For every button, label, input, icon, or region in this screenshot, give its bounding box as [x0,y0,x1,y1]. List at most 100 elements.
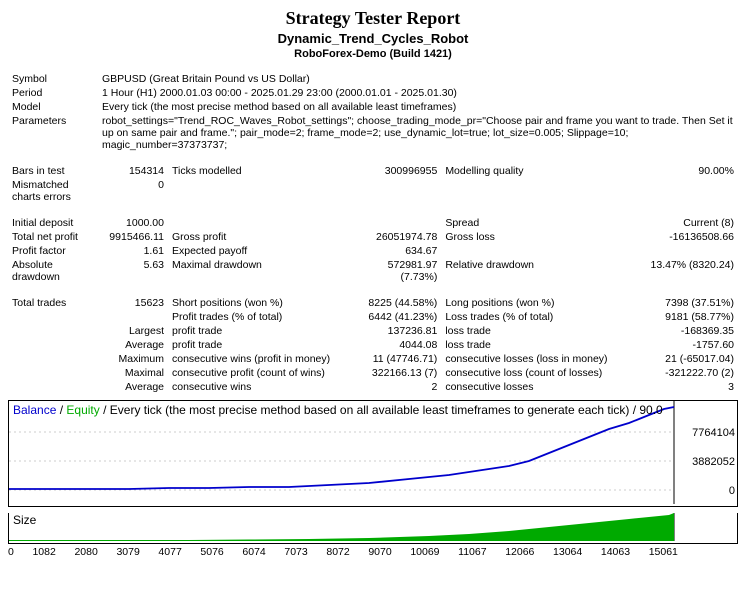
long-positions-label: Long positions (won %) [441,296,628,310]
spread-value: Current (8) [628,216,738,230]
x-label: 4077 [158,546,181,558]
legend-balance: Balance [13,403,56,417]
size-chart-svg [9,513,737,541]
x-label: 13064 [553,546,582,558]
x-label: 15061 [649,546,678,558]
symbol-value: GBPUSD (Great Britain Pound vs US Dollar… [98,72,738,86]
long-positions-value: 7398 (37.51%) [628,296,738,310]
short-positions-label: Short positions (won %) [168,296,351,310]
gross-loss-label: Gross loss [441,230,628,244]
largest-loss-trade-value: -168369.35 [628,324,738,338]
max-drawdown-label: Maximal drawdown [168,258,351,284]
max-consec-losses-label: consecutive losses (loss in money) [441,352,628,366]
balance-line [9,407,674,489]
avg-consec-wins-value: 2 [351,380,441,394]
abs-drawdown-label: Absolute drawdown [8,258,98,284]
modelling-quality-label: Modelling quality [441,164,628,178]
total-trades-value: 15623 [98,296,168,310]
profit-trades-value: 6442 (41.23%) [351,310,441,324]
average-loss-trade-label: loss trade [441,338,628,352]
avg-consec-label: Average [98,380,168,394]
total-net-profit-label: Total net profit [8,230,98,244]
expected-payoff-label: Expected payoff [168,244,351,258]
max-drawdown-value: 572981.97 (7.73%) [351,258,441,284]
avg-consec-losses-value: 3 [628,380,738,394]
modelling-quality-value: 90.00% [628,164,738,178]
x-label: 12066 [505,546,534,558]
size-area [9,513,674,541]
expected-payoff-value: 634.67 [351,244,441,258]
gross-profit-value: 26051974.78 [351,230,441,244]
mismatched-value: 0 [98,178,168,204]
x-label: 3079 [116,546,139,558]
size-chart: Size [8,513,738,544]
maximum-label: Maximum [98,352,168,366]
short-positions-value: 8225 (44.58%) [351,296,441,310]
x-label: 0 [8,546,14,558]
mismatched-label: Mismatched charts errors [8,178,98,204]
loss-trades-value: 9181 (58.77%) [628,310,738,324]
initial-deposit-label: Initial deposit [8,216,98,230]
max-consec-profit-label: consecutive profit (count of wins) [168,366,351,380]
loss-trades-label: Loss trades (% of total) [441,310,628,324]
average-loss-trade-value: -1757.60 [628,338,738,352]
rel-drawdown-value: 13.47% (8320.24) [628,258,738,284]
max-consec-wins-value: 11 (47746.71) [351,352,441,366]
profit-factor-label: Profit factor [8,244,98,258]
largest-loss-trade-label: loss trade [441,324,628,338]
abs-drawdown-value: 5.63 [98,258,168,284]
total-net-profit-value: 9915466.11 [98,230,168,244]
average-profit-trade-value: 4044.08 [351,338,441,352]
largest-label: Largest [98,324,168,338]
x-label: 5076 [200,546,223,558]
avg-consec-wins-label: consecutive wins [168,380,351,394]
max-consec-loss-label: consecutive loss (count of losses) [441,366,628,380]
page-title: Strategy Tester Report [8,8,738,29]
bars-in-test-label: Bars in test [8,164,98,178]
balance-chart: Balance / Equity / Every tick (the most … [8,400,738,507]
period-label: Period [8,86,98,100]
legend-tail: Every tick (the most precise method base… [110,403,663,417]
profit-factor-value: 1.61 [98,244,168,258]
x-axis-labels: 0 1082 2080 3079 4077 5076 6074 7073 807… [8,546,678,558]
spread-label: Spread [441,216,628,230]
average-profit-trade-label: profit trade [168,338,351,352]
server-info: RoboForex-Demo (Build 1421) [8,48,738,60]
report-table: Symbol GBPUSD (Great Britain Pound vs US… [8,72,738,394]
x-label: 2080 [74,546,97,558]
gross-loss-value: -16136508.66 [628,230,738,244]
x-label: 1082 [32,546,55,558]
max-consec-loss-value: -321222.70 (2) [628,366,738,380]
ticks-modelled-value: 300996955 [351,164,441,178]
largest-profit-trade-label: profit trade [168,324,351,338]
period-value: 1 Hour (H1) 2000.01.03 00:00 - 2025.01.2… [98,86,738,100]
y-label-2: 0 [729,485,735,497]
x-label: 6074 [242,546,265,558]
total-trades-label: Total trades [8,296,98,310]
parameters-value: robot_settings="Trend_ROC_Waves_Robot_se… [98,114,738,152]
symbol-label: Symbol [8,72,98,86]
max-consec-profit-value: 322166.13 (7) [351,366,441,380]
max-consec-losses-value: 21 (-65017.04) [628,352,738,366]
x-label: 8072 [326,546,349,558]
size-chart-legend: Size [13,513,36,527]
x-label: 7073 [284,546,307,558]
average-label: Average [98,338,168,352]
max-consec-wins-label: consecutive wins (profit in money) [168,352,351,366]
rel-drawdown-label: Relative drawdown [441,258,628,284]
x-label: 10069 [410,546,439,558]
balance-chart-legend: Balance / Equity / Every tick (the most … [13,403,663,417]
parameters-label: Parameters [8,114,98,152]
x-label: 14063 [601,546,630,558]
maximal-label: Maximal [98,366,168,380]
bars-in-test-value: 154314 [98,164,168,178]
x-label: 11067 [458,546,486,558]
model-label: Model [8,100,98,114]
initial-deposit-value: 1000.00 [98,216,168,230]
x-label: 9070 [368,546,391,558]
avg-consec-losses-label: consecutive losses [441,380,628,394]
profit-trades-label: Profit trades (% of total) [168,310,351,324]
largest-profit-trade-value: 137236.81 [351,324,441,338]
model-value: Every tick (the most precise method base… [98,100,738,114]
y-label-0: 7764104 [692,427,735,439]
